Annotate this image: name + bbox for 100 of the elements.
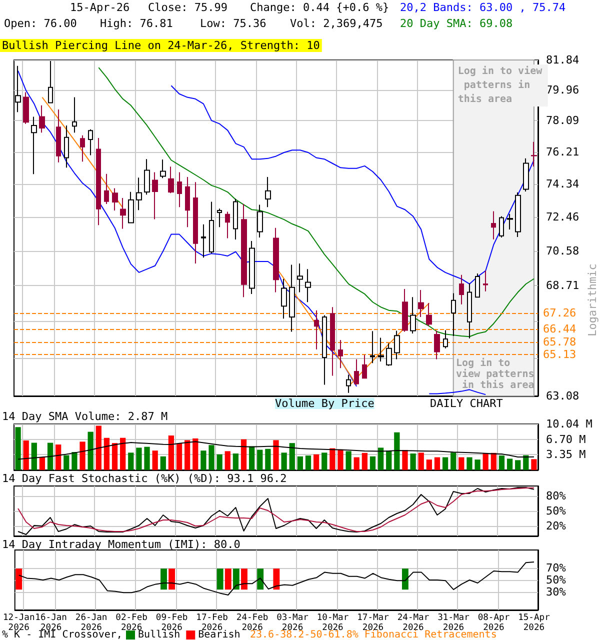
candlestick bbox=[338, 339, 343, 369]
candlestick bbox=[273, 227, 279, 293]
y-tick-label: 79.96 bbox=[546, 83, 580, 96]
ref-line-label: 65.78 bbox=[543, 335, 576, 348]
candlestick bbox=[257, 204, 263, 238]
candlestick bbox=[378, 337, 384, 362]
bar bbox=[402, 450, 408, 470]
bar bbox=[176, 443, 182, 470]
line-series bbox=[42, 96, 124, 208]
bar bbox=[265, 448, 271, 470]
candlestick bbox=[523, 158, 529, 192]
bar bbox=[330, 448, 336, 470]
candlestick bbox=[209, 201, 214, 254]
y-tick-label: 50% bbox=[546, 504, 566, 518]
bar bbox=[168, 436, 174, 470]
bar bbox=[434, 457, 440, 470]
candlestick bbox=[370, 330, 375, 364]
y-tick-label: 20% bbox=[546, 520, 566, 532]
candlestick bbox=[305, 268, 311, 303]
candlestick bbox=[281, 278, 287, 320]
y-tick-label: 30% bbox=[546, 586, 566, 598]
candlestick bbox=[233, 198, 238, 240]
candlestick bbox=[56, 109, 61, 163]
ref-line-label: 67.26 bbox=[543, 306, 576, 320]
candlestick bbox=[201, 224, 206, 258]
bar bbox=[394, 432, 400, 470]
bar bbox=[297, 456, 304, 470]
candlestick bbox=[152, 172, 158, 220]
bar bbox=[144, 446, 150, 470]
ref-line-label: 66.44 bbox=[543, 322, 576, 336]
candlestick bbox=[418, 290, 424, 318]
text: 20,2 Bands: 63.00 , 75.74 bbox=[400, 1, 566, 14]
candlestick bbox=[39, 104, 45, 134]
bar bbox=[208, 445, 214, 470]
candlestick bbox=[314, 310, 319, 350]
candlestick bbox=[322, 314, 327, 386]
y-tick-label: 68.71 bbox=[546, 279, 580, 292]
candlestick bbox=[225, 211, 230, 239]
y-tick-label: 10.04 M bbox=[546, 418, 593, 430]
y-tick-label: 6.70 M bbox=[546, 432, 586, 446]
candlestick bbox=[297, 263, 303, 293]
y-tick-label: 80% bbox=[546, 490, 566, 502]
chart-title: 14 Day Intraday Momentum (IMI): 80.0 bbox=[2, 538, 240, 551]
text: 20 Day SMA: 69.08 bbox=[400, 17, 513, 30]
bar bbox=[281, 452, 287, 470]
y-tick-label: 3.35 M bbox=[546, 448, 586, 462]
y-tick-label: 50% bbox=[546, 574, 566, 586]
bar bbox=[39, 457, 46, 470]
candlestick bbox=[499, 216, 504, 238]
candlestick bbox=[72, 96, 77, 134]
candlestick bbox=[515, 192, 521, 238]
y-tick-label: 70.58 bbox=[546, 244, 580, 258]
candlestick bbox=[193, 182, 198, 264]
candlestick bbox=[128, 191, 134, 224]
bar bbox=[72, 452, 78, 470]
candlestick bbox=[330, 306, 335, 376]
candlestick bbox=[185, 176, 190, 228]
candlestick bbox=[426, 302, 432, 327]
bar bbox=[224, 451, 230, 470]
candlestick bbox=[265, 176, 271, 208]
bar bbox=[410, 454, 416, 470]
bar bbox=[466, 457, 472, 470]
candlestick bbox=[104, 173, 109, 204]
bar bbox=[64, 455, 70, 470]
annotation: Log in to view patterns in this area bbox=[458, 65, 544, 105]
chart-title: 14 Day SMA Volume: 2.87 M bbox=[2, 410, 168, 423]
candlestick bbox=[23, 92, 29, 124]
candlestick bbox=[64, 125, 69, 168]
bar bbox=[23, 440, 29, 470]
bar bbox=[80, 442, 86, 470]
bar bbox=[56, 444, 62, 470]
text: Vol: 2,369,475 bbox=[290, 17, 383, 30]
candlestick bbox=[241, 203, 247, 298]
bar bbox=[240, 439, 247, 470]
bar bbox=[442, 457, 448, 470]
bar bbox=[136, 448, 142, 470]
y-tick-label: 81.84 bbox=[546, 54, 580, 66]
candlestick bbox=[483, 270, 488, 292]
text: Volume By Price bbox=[275, 397, 374, 410]
bar bbox=[474, 460, 480, 470]
text: Open: 76.00 bbox=[4, 17, 77, 30]
bar bbox=[322, 452, 328, 470]
bar bbox=[498, 456, 505, 470]
text: High: 76.81 bbox=[100, 17, 173, 30]
x-tick-label: 15-Apr 2026 bbox=[518, 613, 550, 633]
y-tick-label: 63.08 bbox=[546, 390, 580, 402]
candlestick bbox=[507, 213, 513, 230]
text: Change: 0.44 {+0.6 %} bbox=[250, 1, 390, 14]
candlestick bbox=[88, 128, 93, 156]
bar bbox=[482, 454, 488, 470]
candlestick bbox=[168, 166, 174, 194]
y-tick-label: 78.09 bbox=[546, 114, 580, 128]
text: Low: 75.36 bbox=[200, 17, 266, 30]
y-tick-label: 70% bbox=[546, 562, 566, 574]
candlestick bbox=[402, 288, 408, 332]
candlestick bbox=[249, 240, 255, 294]
bar bbox=[354, 457, 360, 470]
bar bbox=[232, 454, 239, 470]
candlestick bbox=[475, 273, 480, 298]
chart-title: Bullish Piercing Line on 24-Mar-26, Strength: 10 bbox=[2, 39, 320, 52]
